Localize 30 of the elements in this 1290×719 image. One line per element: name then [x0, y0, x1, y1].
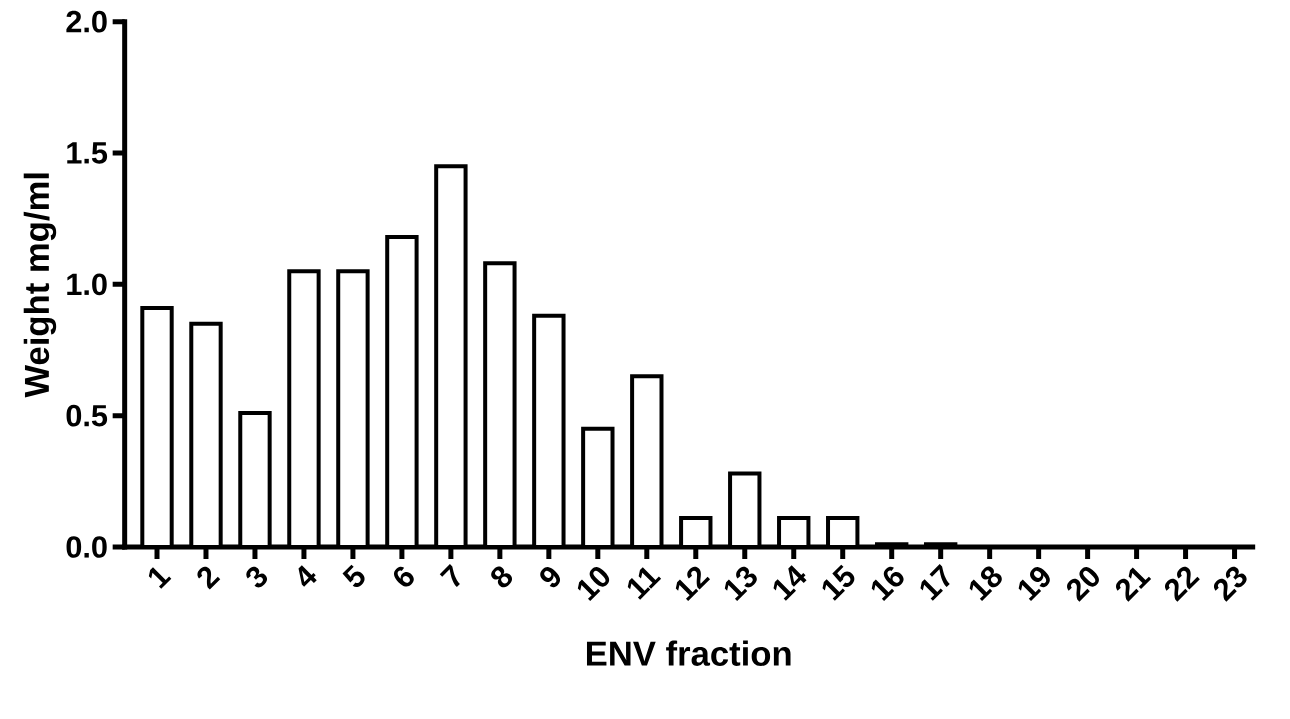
y-axis-title: Weight mg/ml — [23, 173, 57, 398]
x-tick-label: 16 — [871, 566, 904, 602]
x-tick-label: 4 — [298, 565, 317, 587]
x-tick-label: 3 — [246, 566, 268, 588]
x-tick-label: 11 — [627, 567, 662, 600]
y-tick-label: 0.0 — [66, 536, 107, 558]
x-tick-label: 13 — [724, 566, 757, 602]
x-tick-label: 5 — [342, 564, 365, 588]
x-tick-label: 23 — [1213, 566, 1247, 602]
y-tick-label: 1.5 — [67, 142, 108, 164]
x-tick-label: 21 — [1116, 567, 1152, 602]
x-tick-label: 17 — [920, 564, 950, 601]
x-tick-label: 18 — [969, 566, 1002, 602]
x-tick-label: 10 — [577, 567, 610, 602]
y-tick-label: 0.5 — [66, 404, 108, 427]
x-tick-label: 19 — [1018, 567, 1050, 602]
x-tick-label: 12 — [675, 566, 711, 602]
y-tick-label: 1.0 — [67, 273, 107, 296]
x-tick-label: 8 — [491, 566, 513, 588]
x-tick-label: 22 — [1164, 566, 1200, 602]
x-tick-label: 2 — [197, 566, 221, 590]
x-tick-label: 20 — [1067, 567, 1099, 602]
x-tick-label: 1 — [148, 567, 172, 589]
x-tick-label: 15 — [822, 564, 855, 601]
x-tick-label: 9 — [540, 567, 561, 588]
x-axis-title: ENV fraction — [586, 640, 791, 666]
y-tick-label: 2.0 — [66, 10, 107, 33]
x-tick-label: 6 — [393, 566, 414, 587]
x-tick-label: 14 — [773, 565, 807, 601]
x-tick-label: 7 — [439, 564, 460, 588]
